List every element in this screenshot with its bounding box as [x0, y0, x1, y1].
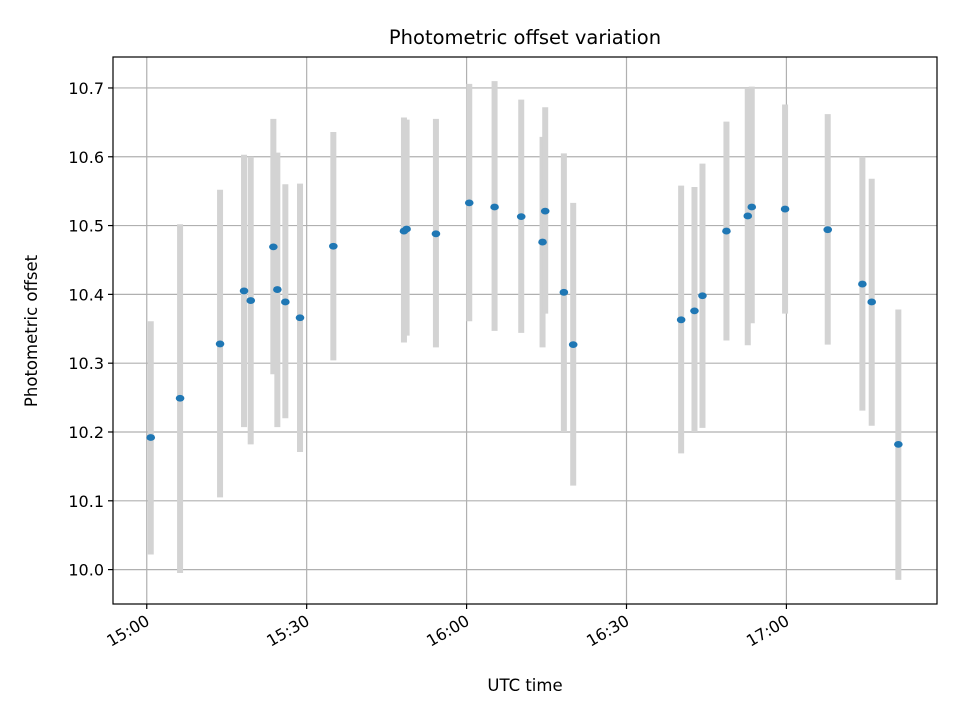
data-point	[402, 225, 411, 233]
y-tick-label: 10.7	[68, 79, 104, 98]
y-tick-label: 10.1	[68, 492, 104, 511]
data-point	[490, 203, 499, 211]
data-point	[538, 238, 547, 246]
y-tick-label: 10.4	[68, 285, 104, 304]
data-point	[329, 242, 338, 250]
data-point	[568, 341, 578, 349]
y-tick-label: 10.5	[68, 217, 104, 236]
data-point	[295, 314, 305, 322]
data-point	[676, 316, 686, 324]
data-point	[894, 440, 903, 448]
y-tick-label: 10.2	[68, 423, 104, 442]
data-point	[690, 307, 699, 315]
data-point	[175, 394, 185, 402]
data-point	[540, 207, 550, 215]
data-point	[516, 213, 526, 221]
y-axis-ticks: 10.0 10.1 10.2 10.3 10.4 10.5 10.6 10.7	[68, 79, 113, 580]
data-point	[780, 205, 790, 213]
y-tick-label: 10.6	[68, 148, 104, 167]
data-point	[867, 298, 877, 306]
data-point	[239, 287, 249, 295]
data-point	[273, 286, 282, 293]
data-points	[146, 199, 903, 448]
y-tick-label: 10.0	[68, 561, 104, 580]
data-point	[698, 292, 707, 300]
data-point	[747, 203, 757, 211]
data-point	[146, 434, 156, 441]
data-point	[823, 226, 833, 234]
data-point	[281, 298, 290, 306]
data-point	[858, 280, 867, 288]
data-point	[464, 199, 474, 207]
data-point	[246, 297, 256, 304]
data-point	[269, 243, 278, 251]
y-tick-label: 10.3	[68, 354, 104, 373]
y-axis-label: Photometric offset	[22, 254, 41, 407]
data-point	[722, 227, 731, 235]
chart-title: Photometric offset variation	[389, 26, 661, 49]
data-point	[559, 288, 569, 296]
data-point	[431, 230, 441, 238]
data-point	[743, 212, 753, 220]
data-point	[215, 340, 225, 348]
plot-frame	[112, 56, 938, 605]
x-axis-label: UTC time	[487, 676, 562, 695]
